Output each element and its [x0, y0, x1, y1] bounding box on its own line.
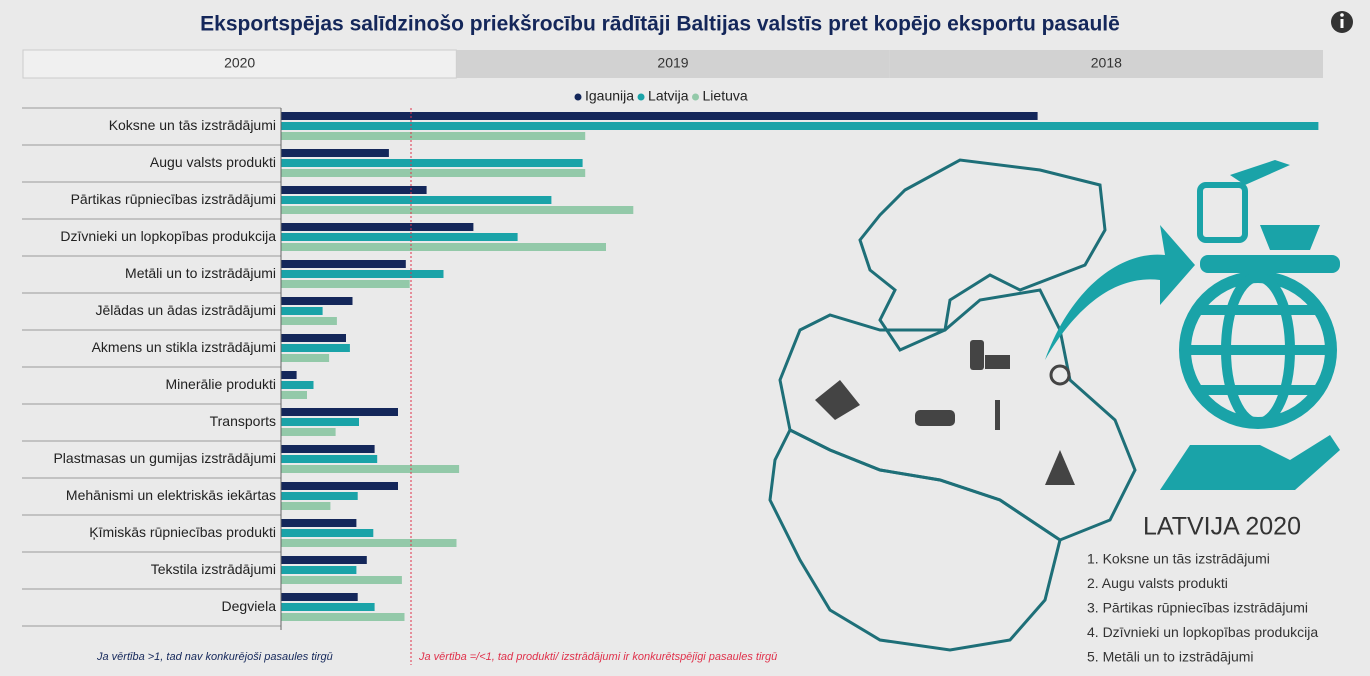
bar	[281, 529, 374, 537]
category-label: Akmens un stikla izstrādājumi	[92, 339, 276, 355]
bar	[281, 613, 405, 621]
category-label: Mehānismi un elektriskās iekārtas	[66, 487, 276, 503]
panel-item: 3. Pārtikas rūpniecības izstrādājumi	[1087, 600, 1308, 616]
panel-list: 1. Koksne un tās izstrādājumi 2. Augu val…	[1087, 551, 1318, 665]
bar	[281, 223, 474, 231]
bar	[281, 603, 375, 611]
tab[interactable]	[889, 50, 1323, 78]
bar	[281, 371, 297, 379]
category-label: Dzīvnieki un lopkopības produkcija	[60, 228, 276, 244]
panel-item: 1. Koksne un tās izstrādājumi	[1087, 551, 1270, 567]
panel-item: 4. Dzīvnieki un lopkopības produkcija	[1087, 624, 1318, 640]
bar	[281, 556, 367, 564]
bar	[281, 539, 457, 547]
bar	[281, 149, 389, 157]
category-label: Pārtikas rūpniecības izstrādājumi	[71, 191, 276, 207]
bar	[281, 317, 337, 325]
title: Eksportspējas salīdzinošo priekšrocību r…	[200, 13, 1120, 36]
bar	[281, 354, 330, 362]
category-label: Plastmasas un gumijas izstrādājumi	[53, 450, 276, 466]
legend-label: Lietuva	[703, 88, 748, 104]
tab-label[interactable]: 2018	[1091, 55, 1122, 71]
bar	[281, 566, 357, 574]
tab-label[interactable]: 2019	[657, 55, 688, 71]
bar	[281, 307, 323, 315]
info-glyph	[1340, 19, 1344, 28]
bar	[281, 186, 427, 194]
legend-marker	[692, 93, 700, 101]
bar	[281, 159, 583, 167]
icons	[815, 340, 1075, 485]
category-label: Tekstila izstrādājumi	[151, 561, 276, 577]
bar	[281, 391, 307, 399]
bar	[281, 576, 402, 584]
category-label: Degviela	[222, 598, 277, 614]
bar	[281, 270, 444, 278]
info-dot	[1340, 13, 1344, 17]
category-label: Transports	[210, 413, 276, 429]
bar	[281, 122, 1319, 130]
arrow-globe	[1045, 160, 1340, 490]
bar	[281, 408, 398, 416]
bar	[281, 455, 378, 463]
bar	[281, 418, 359, 426]
footnote: Ja vērtība =/<1, tad produkti/ izstrādāj…	[418, 651, 777, 663]
bar	[281, 206, 634, 214]
category-label: Ķīmiskās rūpniecības produkti	[89, 524, 276, 540]
tab[interactable]	[456, 50, 890, 78]
bar	[281, 445, 375, 453]
bar	[281, 112, 1038, 120]
category-label: Koksne un tās izstrādājumi	[109, 117, 276, 133]
category-label: Metāli un to izstrādājumi	[125, 265, 276, 281]
bar	[281, 519, 357, 527]
bar	[281, 334, 346, 342]
panel-item: 2. Augu valsts produkti	[1087, 575, 1228, 591]
bar	[281, 297, 353, 305]
bar	[281, 233, 518, 241]
bar	[281, 428, 336, 436]
panel-title: LATVIJA 2020	[1143, 513, 1301, 541]
bar	[281, 502, 331, 510]
bar	[281, 243, 606, 251]
bar	[281, 482, 398, 490]
legend-marker	[574, 93, 582, 101]
bar	[281, 593, 358, 601]
bar	[281, 280, 410, 288]
bar	[281, 169, 586, 177]
legend-label: Latvija	[648, 88, 689, 104]
legend-marker	[637, 93, 645, 101]
bar	[281, 132, 586, 140]
footnote: Ja vērtība >1, tad nav konkurējoši pasau…	[96, 651, 333, 663]
bar	[281, 492, 358, 500]
tab-label[interactable]: 2020	[224, 55, 255, 71]
tab[interactable]	[22, 49, 457, 79]
panel-item: 5. Metāli un to izstrādājumi	[1087, 649, 1254, 665]
category-label: Jēlādas un ādas izstrādājumi	[95, 302, 276, 318]
bar	[281, 260, 406, 268]
category-label: Minerālie produkti	[166, 376, 277, 392]
category-label: Augu valsts produkti	[150, 154, 276, 170]
bar	[281, 196, 552, 204]
bar	[281, 344, 350, 352]
bar	[281, 381, 314, 389]
info-icon[interactable]	[1331, 11, 1353, 33]
bar	[281, 465, 460, 473]
legend-label: Igaunija	[585, 88, 634, 104]
